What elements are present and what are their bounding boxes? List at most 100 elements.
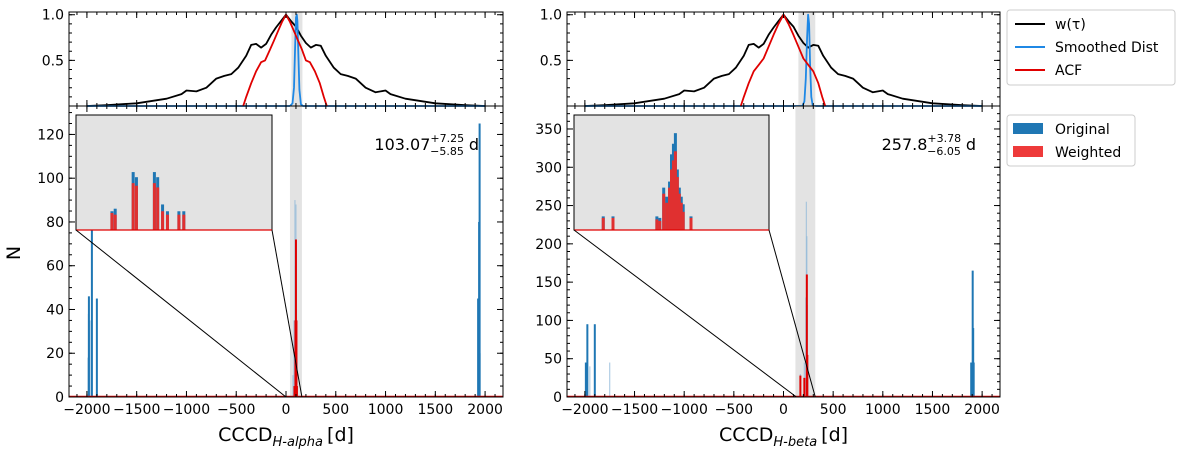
shaded-interval (795, 106, 816, 397)
top-panel-0: 0.5 1.0 (42, 8, 504, 107)
bottom-xtick-label: −1500 (611, 402, 658, 418)
top-frame (566, 11, 1001, 107)
bottom-xtick-label: 0 (779, 402, 788, 418)
inset-weighted-bar (113, 214, 117, 230)
series-line-1 (584, 13, 983, 107)
bottom-ytick-label: 80 (46, 215, 64, 231)
weighted-bar (799, 375, 802, 397)
series-line-1 (86, 13, 486, 107)
inset-frame (75, 114, 273, 231)
inset-connector (573, 229, 797, 398)
lag-minus: −5.85 (430, 145, 464, 158)
legend-swatch-patch (1013, 146, 1043, 157)
bottom-xtick-label: −500 (217, 402, 255, 418)
weighted-bar (805, 274, 808, 397)
top-ytick-label: 0.5 (42, 53, 64, 69)
x-label-unit: [d] (327, 424, 354, 446)
bottom-panel-1: −2000 −1500 −1000 −500 0 500 1000 1500 2000 0 50 10… (535, 105, 1001, 450)
bottom-ytick-label: 350 (535, 122, 562, 138)
bottom-xtick-label: 1000 (368, 402, 404, 418)
inset-weighted-bar (671, 160, 675, 230)
x-label-sub: H-beta (773, 435, 817, 450)
bottom-xtick-label: 1500 (915, 402, 951, 418)
inset-weighted-bar (152, 183, 156, 230)
weighted-bar (806, 354, 809, 397)
bottom-xtick-label: 500 (322, 402, 349, 418)
inset-weighted-bar (156, 187, 160, 230)
bottom-ytick-label: 20 (46, 346, 64, 362)
original-bar-strong (478, 123, 481, 398)
bottom-panel-0: −2000 −1500 −1000 −500 0 500 1000 1500 2000 0 20 40… (37, 105, 504, 450)
x-label-unit: [d] (821, 424, 848, 446)
lag-unit: d (966, 135, 976, 154)
inset-weighted-bar (134, 185, 138, 230)
weighted-bar (295, 386, 298, 397)
original-bar (589, 366, 591, 397)
x-axis-label: CCCDH-beta [d] (719, 424, 848, 450)
bottom-xtick-label: 500 (820, 402, 847, 418)
original-bar-strong (593, 324, 596, 397)
inset-connector (75, 229, 287, 398)
series-line-0 (86, 13, 486, 107)
inset-weighted-bar (665, 202, 669, 230)
legend-swatch-patch (1013, 123, 1043, 134)
lag-plus: +3.78 (927, 132, 961, 145)
inset-weighted-bar (177, 214, 181, 230)
x-label-sub: H-alpha (273, 435, 324, 450)
bottom-xtick-label: 1500 (417, 402, 453, 418)
bottom-ytick-label: 100 (37, 171, 64, 187)
x-axis-label: CCCDH-alpha [d] (218, 424, 354, 450)
lag-annotation: 257.8+3.78 −6.05 d (882, 132, 976, 158)
legend-patches: Original Weighted (1006, 114, 1136, 167)
inset-weighted-bar (658, 220, 662, 230)
lag-minus: −6.05 (927, 145, 961, 158)
legend-label: w(τ) (1055, 17, 1086, 33)
original-bar-strong (972, 362, 975, 397)
weighted-bar (295, 320, 298, 397)
bottom-xtick-label: −1000 (163, 402, 210, 418)
x-label-main: CCCD (719, 424, 773, 446)
series-line-2 (242, 13, 328, 107)
bottom-xtick-label: 2000 (964, 402, 1000, 418)
inset-weighted-bar (679, 202, 683, 230)
legend-lines: w(τ) Smoothed Dist ACF (1006, 9, 1176, 86)
original-bar (292, 375, 294, 397)
bottom-xtick-label: −1000 (661, 402, 708, 418)
bottom-xtick-label: −2000 (561, 402, 608, 418)
inset-weighted-bar (161, 211, 165, 230)
bottom-xtick-label: 2000 (467, 402, 503, 418)
y-axis-label-left: N (3, 246, 25, 260)
lag-plus: +7.25 (430, 132, 464, 145)
bottom-ytick-label: 120 (37, 127, 64, 143)
inset-weighted-bar (670, 169, 673, 230)
weighted-bar (294, 239, 297, 397)
bottom-xtick-label: 0 (282, 402, 291, 418)
inset-weighted-bar (182, 214, 186, 230)
bottom-ytick-label: 0 (55, 390, 64, 406)
inset-weighted-bar (601, 217, 605, 230)
top-frame (68, 11, 504, 107)
lag-value: 257.8 (882, 135, 928, 154)
original-bar-strong (586, 324, 589, 397)
shaded-interval (291, 12, 303, 106)
original-bar (89, 320, 91, 397)
bottom-ytick-label: 300 (535, 160, 562, 176)
inset-weighted-bar (611, 217, 615, 230)
top-panel-1: 0.5 1.0 (540, 8, 1001, 107)
bottom-ytick-label: 250 (535, 199, 562, 215)
original-bar-strong (584, 362, 587, 397)
inset-weighted-bar (681, 211, 685, 230)
top-ytick-label: 1.0 (42, 8, 64, 24)
lag-annotation: 103.07+7.25 −5.85 d (374, 132, 479, 158)
top-ytick-label: 1.0 (540, 8, 562, 24)
x-label-main: CCCD (218, 424, 272, 446)
original-bar (293, 320, 295, 397)
inset-weighted-bar (655, 219, 659, 230)
legend-lines-frame (1006, 9, 1176, 86)
inset-weighted-bar (673, 151, 677, 230)
inset-connector (768, 229, 816, 398)
panels: 0.51.0−2000 −1500 −1000 −500 0 500 1000 1500 200… (37, 8, 1001, 450)
inset-weighted-bar (675, 177, 679, 230)
top-ytick-label: 0.5 (540, 53, 562, 69)
